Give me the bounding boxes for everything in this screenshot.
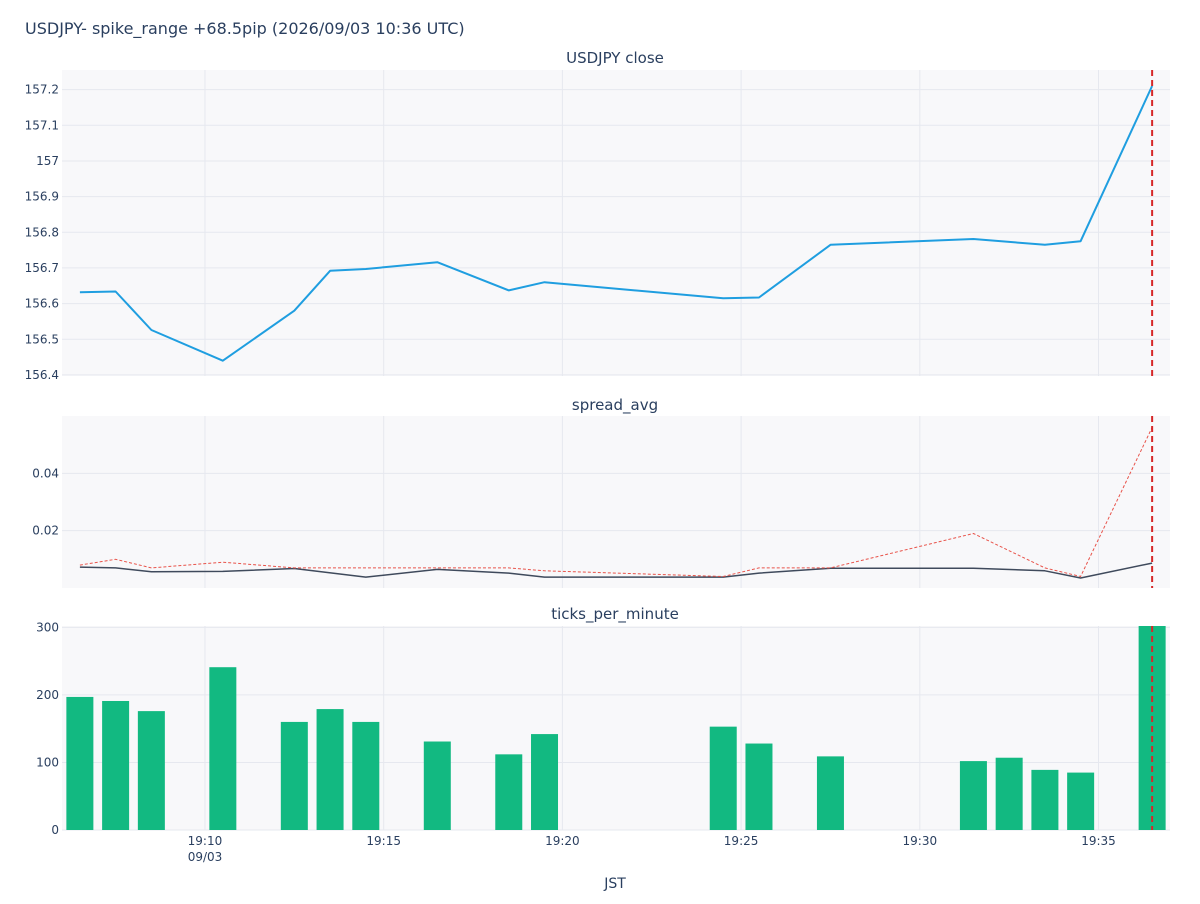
tick-bar: [102, 700, 130, 830]
tick-bar: [1067, 772, 1095, 830]
x-tick-label: 19:35: [1081, 834, 1116, 848]
y-tick-label: 156.7: [25, 261, 59, 275]
tick-bar: [137, 711, 165, 830]
y-tick-label: 200: [36, 688, 59, 702]
tick-bar: [495, 754, 523, 830]
x-axis-ticks: 19:10 19:15 19:20 19:25 19:30 19:35: [188, 834, 1116, 848]
tick-bar: [745, 743, 773, 830]
tick-bar: [959, 761, 987, 830]
x-axis-title: JST: [603, 876, 626, 892]
x-tick-label: 19:10: [188, 834, 223, 848]
tick-bar: [209, 667, 237, 830]
y-tick-label: 156.9: [25, 190, 59, 204]
tick-bar: [316, 709, 344, 830]
tick-bar: [1031, 769, 1059, 830]
ticks-panel-title: ticks_per_minute: [551, 605, 679, 624]
y-tick-label: 156.5: [25, 332, 59, 346]
tick-bar: [66, 696, 94, 830]
y-tick-label: 157: [36, 154, 59, 168]
tick-bar: [531, 734, 559, 830]
y-tick-label: 156.4: [25, 368, 59, 382]
y-tick-label: 300: [36, 620, 59, 634]
y-tick-label: 100: [36, 755, 59, 769]
ticks-panel: ticks_per_minute 0 100 200 300: [36, 605, 1170, 837]
close-panel: USDJPY close 156.4 156.5 156.6 156.7 156.8 15…: [25, 49, 1170, 382]
y-tick-label: 156.8: [25, 225, 59, 239]
spread-avg-line: [79, 562, 1153, 579]
spread-panel-title: spread_avg: [572, 396, 658, 415]
x-tick-label: 19:30: [903, 834, 938, 848]
plot-background: [62, 416, 1170, 588]
y-tick-label: 0.02: [32, 524, 59, 538]
y-tick-label: 156.6: [25, 297, 59, 311]
tick-bar: [423, 741, 451, 830]
x-tick-label: 19:15: [366, 834, 401, 848]
x-tick-label: 19:20: [545, 834, 580, 848]
y-tick-label: 157.1: [25, 118, 59, 132]
plot-background: [62, 70, 1170, 376]
page-title: USDJPY- spike_range +68.5pip (2026/09/03…: [25, 19, 465, 39]
tick-bar: [709, 726, 737, 830]
x-tick-label: 19:25: [724, 834, 759, 848]
tick-bar: [352, 721, 380, 830]
x-date-label: 09/03: [188, 850, 223, 864]
tick-bar: [280, 721, 308, 830]
close-panel-title: USDJPY close: [566, 49, 664, 67]
y-tick-label: 157.2: [25, 83, 59, 97]
spread-max-line: [79, 427, 1153, 577]
tick-bar: [816, 756, 844, 830]
tick-bar: [995, 757, 1023, 830]
close-line: [79, 85, 1154, 362]
y-tick-label: 0: [51, 823, 59, 837]
y-tick-label: 0.04: [32, 466, 59, 480]
spread-panel: spread_avg 0.02 0.04: [32, 396, 1170, 588]
